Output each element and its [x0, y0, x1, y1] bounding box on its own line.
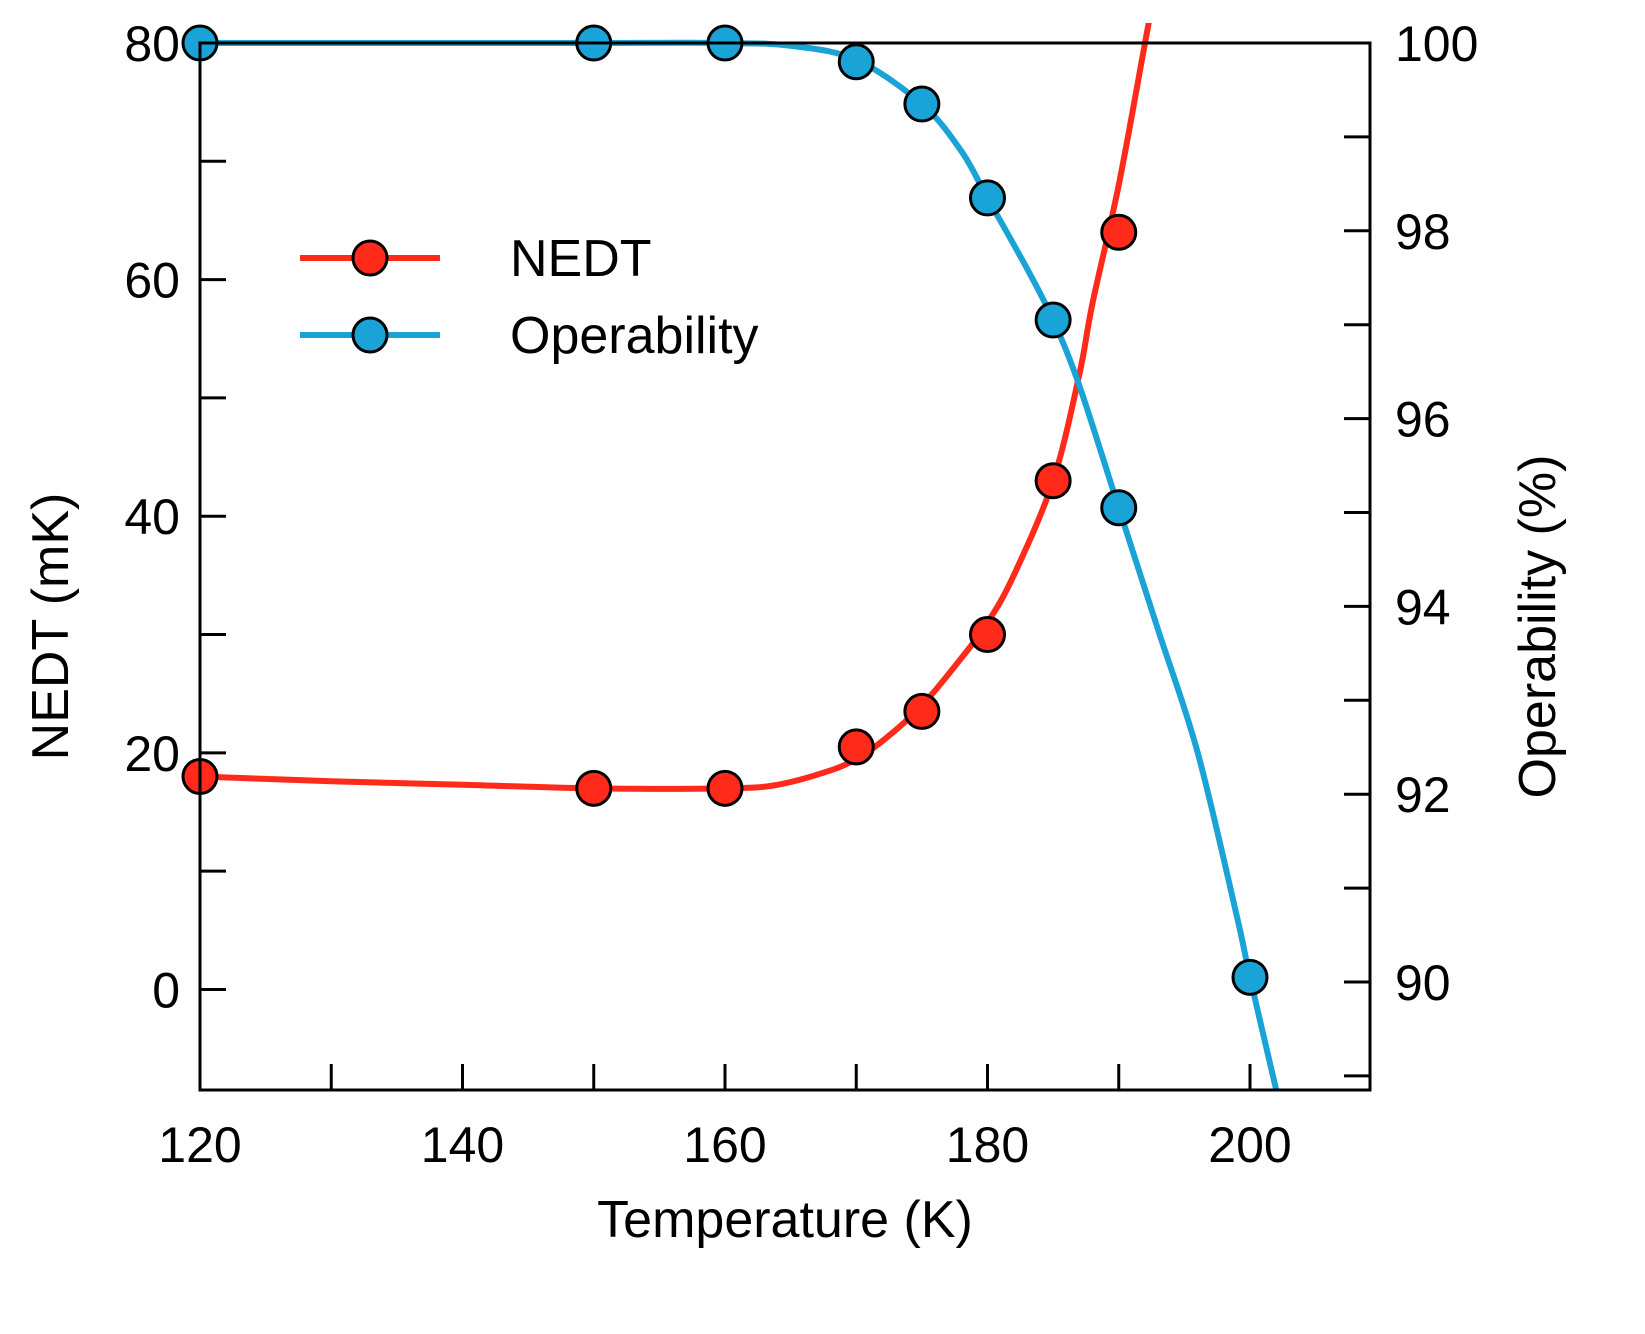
y-left-tick-label-80: 80 — [124, 16, 180, 72]
y-left-axis-title: NEDT (mK) — [22, 493, 80, 761]
x-tick-label-200: 200 — [1208, 1117, 1291, 1173]
curves-layer — [200, 23, 1280, 1090]
y-left-tick-label-0: 0 — [152, 962, 180, 1018]
y-right-tick-label-90: 90 — [1395, 955, 1451, 1011]
x-tick-label-140: 140 — [421, 1117, 504, 1173]
y-right-tick-label-98: 98 — [1395, 204, 1451, 260]
point-nedt-1 — [575, 769, 613, 807]
point-operability-7 — [1100, 489, 1138, 527]
point-operability-5 — [969, 179, 1006, 217]
points-layer — [181, 24, 1269, 996]
legend-nedt-marker — [351, 239, 389, 277]
y-right-tick-label-92: 92 — [1395, 767, 1451, 823]
point-nedt-2 — [706, 769, 744, 807]
legend-nedt-label: NEDT — [510, 230, 652, 288]
ticks-layer: 120 140 160 180 200 0 20 40 60 80 90 92 94 96 98 100 — [124, 16, 1478, 1173]
point-nedt-3 — [837, 728, 875, 766]
x-tick-label-120: 120 — [158, 1117, 241, 1173]
x-axis-title: Temperature (K) — [597, 1191, 973, 1249]
point-nedt-7 — [1100, 213, 1138, 251]
legend-operability-marker — [351, 316, 389, 354]
point-operability-6 — [1034, 301, 1072, 339]
y-right-tick-label-100: 100 — [1395, 16, 1478, 72]
plot-frame — [198, 41, 1372, 1092]
point-nedt-5 — [969, 616, 1006, 654]
x-tick-label-160: 160 — [683, 1117, 766, 1173]
y-right-tick-label-94: 94 — [1395, 579, 1451, 635]
y-right-axis-title: Operability (%) — [1509, 455, 1567, 799]
legend-operability-label: Operability — [510, 307, 759, 365]
point-nedt-6 — [1034, 462, 1072, 500]
y-right-tick-label-96: 96 — [1395, 392, 1451, 448]
y-left-tick-label-60: 60 — [124, 253, 180, 309]
point-nedt-4 — [903, 692, 941, 730]
point-operability-3 — [837, 43, 875, 81]
point-operability-8 — [1231, 958, 1269, 996]
y-left-tick-label-40: 40 — [124, 489, 180, 545]
x-tick-label-180: 180 — [946, 1117, 1029, 1173]
point-operability-4 — [903, 85, 941, 123]
y-left-tick-label-20: 20 — [124, 726, 180, 782]
series-line-nedt — [200, 23, 1152, 792]
legend: NEDT Operability — [300, 230, 759, 365]
